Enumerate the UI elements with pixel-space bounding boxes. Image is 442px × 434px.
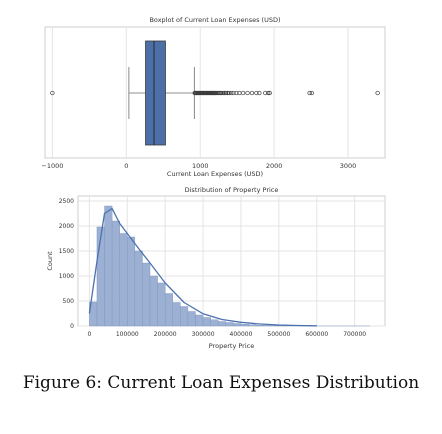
outlier-point xyxy=(249,90,255,96)
histogram-bar xyxy=(96,226,105,327)
histogram-bar xyxy=(127,236,136,327)
x-tick-label: 400000 xyxy=(230,331,253,338)
y-tick-label: 500 xyxy=(63,298,75,305)
x-tick-label: 3000 xyxy=(340,162,357,170)
histogram-panel: Distribution of Property Price 0 100000 200… xyxy=(0,180,442,364)
histogram-bar xyxy=(134,250,143,327)
outlier-point xyxy=(267,90,272,96)
outlier-point xyxy=(234,90,239,96)
histogram-bar xyxy=(111,220,120,327)
histogram-bar xyxy=(233,323,242,327)
histogram-bar xyxy=(255,325,264,327)
chart-title: Boxplot of Current Loan Expenses (USD) xyxy=(149,16,280,24)
outlier-point xyxy=(309,90,314,96)
figure-caption: Figure 6: Current Loan Expenses Distribu… xyxy=(22,373,420,393)
x-tick-label: 0 xyxy=(124,162,128,170)
boxplot-panel: Boxplot of Current Loan Expenses (USD) −1… xyxy=(0,0,442,184)
outlier-point xyxy=(307,90,312,96)
histogram-bar xyxy=(240,324,249,327)
outlier-point xyxy=(229,90,234,96)
y-tick-label: 0 xyxy=(70,323,74,330)
outlier-point xyxy=(226,90,232,96)
histogram-chart: Distribution of Property Price 0 100000 200… xyxy=(46,186,386,350)
histogram-bar xyxy=(164,293,173,327)
histogram-bar xyxy=(195,314,204,327)
x-tick-label: −1000 xyxy=(41,162,63,170)
y-tick-label: 1500 xyxy=(59,248,74,255)
outlier-point xyxy=(222,90,227,96)
y-axis-label: Count xyxy=(46,251,54,271)
histogram-bar xyxy=(187,311,196,327)
outlier-point xyxy=(375,90,380,96)
histogram-bar xyxy=(119,233,128,327)
outlier-point xyxy=(263,90,268,96)
x-axis-label: Property Price xyxy=(209,342,254,350)
histogram-bar xyxy=(218,321,227,327)
histogram-bar xyxy=(142,262,151,327)
histogram-bar xyxy=(157,282,166,327)
histogram-bar xyxy=(210,319,219,327)
y-tick-label: 1000 xyxy=(59,273,74,280)
x-tick-label: 700000 xyxy=(343,331,366,338)
x-tick-label: 100000 xyxy=(116,331,139,338)
outlier-point xyxy=(223,90,229,96)
outlier-point xyxy=(245,90,250,96)
x-tick-label: 1000 xyxy=(192,162,209,170)
outlier-point xyxy=(254,90,259,96)
histogram-bar xyxy=(172,302,181,327)
outlier-point xyxy=(50,90,55,96)
histogram-bar xyxy=(248,324,257,327)
x-tick-label: 300000 xyxy=(192,331,215,338)
box-iqr xyxy=(145,40,166,146)
y-tick-label: 2000 xyxy=(59,223,74,230)
histogram-bar xyxy=(225,322,234,327)
histogram-bar xyxy=(180,306,189,327)
x-tick-label: 500000 xyxy=(267,331,290,338)
x-axis-label: Current Loan Expenses (USD) xyxy=(167,170,263,178)
outlier-point xyxy=(257,90,262,96)
y-tick-label: 2500 xyxy=(59,198,74,205)
kde-line xyxy=(88,207,317,327)
x-tick-label: 200000 xyxy=(154,331,177,338)
histogram-bar xyxy=(202,317,211,327)
histogram-bar xyxy=(149,275,158,327)
x-tick-label: 2000 xyxy=(266,162,283,170)
boxplot-chart: Boxplot of Current Loan Expenses (USD) −1… xyxy=(41,16,386,178)
outlier-point xyxy=(240,90,246,96)
outlier-point xyxy=(220,90,226,96)
histogram-bar xyxy=(263,325,272,327)
outlier-point xyxy=(219,90,224,96)
x-tick-label: 600000 xyxy=(305,331,328,338)
outlier-point xyxy=(266,90,271,96)
outlier-point xyxy=(231,90,236,96)
x-tick-label: 0 xyxy=(87,331,91,338)
chart-title: Distribution of Property Price xyxy=(185,186,279,194)
histogram-bar xyxy=(104,205,113,327)
